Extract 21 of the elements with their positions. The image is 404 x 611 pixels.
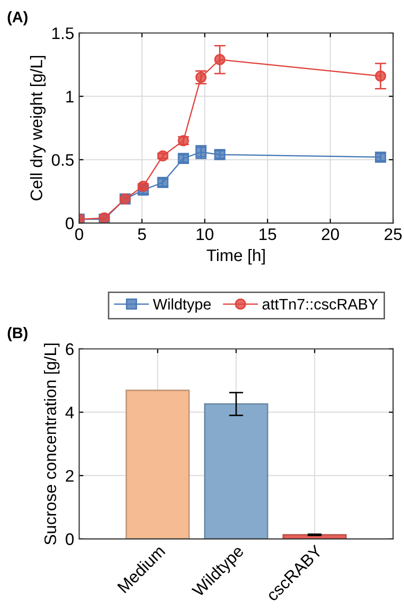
y-tick-label: 0 — [66, 533, 74, 546]
y-tick-label: 1.5 — [52, 28, 74, 40]
chart-title: (B) — [8, 327, 28, 342]
y-tick-label: 6 — [66, 343, 74, 356]
x-tick-label: 15 — [260, 228, 276, 240]
y-tick-label: 0 — [66, 217, 74, 230]
legend-label: attTn7::cscRABY — [262, 298, 378, 310]
x-tick-label: 20 — [322, 228, 339, 240]
x-tick-label: 0 — [75, 228, 84, 240]
y-tick-label: 1 — [66, 90, 74, 102]
y-tick-label: 0.5 — [52, 154, 74, 166]
legend-label: Wildtype — [152, 298, 211, 313]
y-tick-label: 2 — [66, 470, 74, 482]
x-axis-title: Time [h] — [206, 248, 265, 265]
y-axis-title: Sucrose concentration [g/L] — [44, 344, 60, 545]
x-tick-label: 10 — [196, 228, 214, 240]
y-tick-label: 4 — [65, 406, 74, 418]
chart-title: (A) — [8, 11, 28, 26]
x-tick-label: 5 — [138, 228, 146, 240]
x-tick-label: 25 — [384, 228, 402, 240]
y-axis-title: Cell dry weight [g/L] — [30, 56, 46, 200]
